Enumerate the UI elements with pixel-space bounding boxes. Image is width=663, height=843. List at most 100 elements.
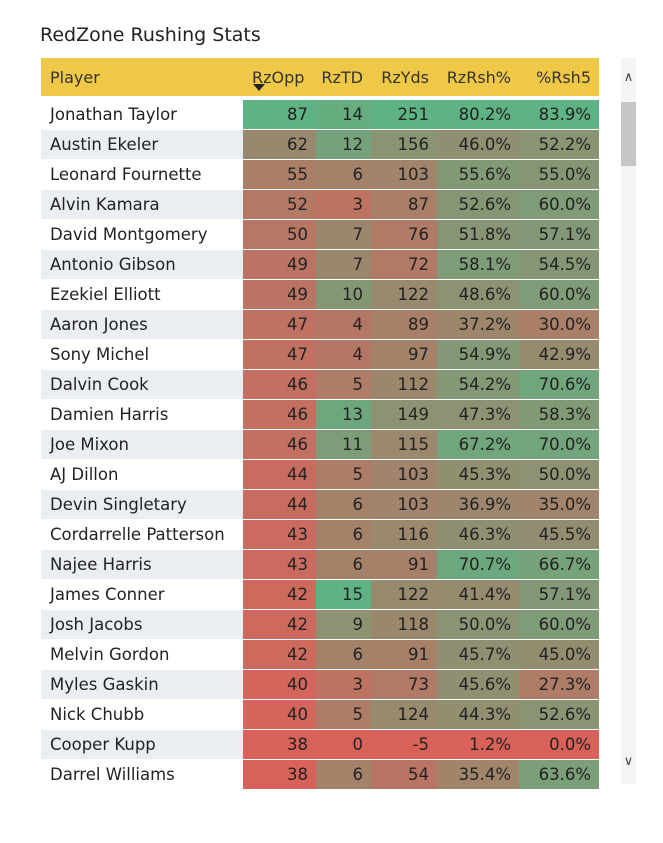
rzrsh-cell: 35.4% <box>437 759 519 790</box>
table-row[interactable]: Nick Chubb 40 5 124 44.3% 52.6% <box>41 699 599 730</box>
rsh5-cell: 42.9% <box>519 339 599 370</box>
table-row[interactable]: Aaron Jones 47 4 89 37.2% 30.0% <box>41 309 599 340</box>
rzyds-cell: 91 <box>371 549 437 580</box>
chevron-up-icon[interactable]: ∧ <box>623 70 634 85</box>
table-row[interactable]: Myles Gaskin 40 3 73 45.6% 27.3% <box>41 669 599 700</box>
rzyds-cell: 103 <box>371 489 437 520</box>
rzyds-cell: -5 <box>371 729 437 760</box>
table-row[interactable]: Leonard Fournette 55 6 103 55.6% 55.0% <box>41 159 599 190</box>
rzyds-cell: 76 <box>371 219 437 250</box>
column-header-rzrsh[interactable]: RzRsh% <box>437 58 519 96</box>
rzopp-cell: 44 <box>243 489 316 520</box>
rzrsh-cell: 58.1% <box>437 249 519 280</box>
rzrsh-cell: 80.2% <box>437 100 519 130</box>
player-cell: Aaron Jones <box>41 309 243 340</box>
player-cell: Najee Harris <box>41 549 243 580</box>
table-row[interactable]: David Montgomery 50 7 76 51.8% 57.1% <box>41 219 599 250</box>
header-row: Player RzOpp RzTD RzYds RzRsh% %Rsh5 <box>41 58 599 96</box>
column-header-player[interactable]: Player <box>41 58 243 96</box>
table-row[interactable]: James Conner 42 15 122 41.4% 57.1% <box>41 579 599 610</box>
rzyds-cell: 124 <box>371 699 437 730</box>
rztd-cell: 7 <box>316 219 371 250</box>
rsh5-cell: 50.0% <box>519 459 599 490</box>
rzopp-cell: 38 <box>243 729 316 760</box>
rsh5-cell: 57.1% <box>519 579 599 610</box>
rztd-cell: 14 <box>316 100 371 130</box>
table-row[interactable]: Cooper Kupp 38 0 -5 1.2% 0.0% <box>41 729 599 760</box>
column-header-rztd[interactable]: RzTD <box>316 58 371 96</box>
rztd-cell: 5 <box>316 369 371 400</box>
rzrsh-cell: 44.3% <box>437 699 519 730</box>
table-row[interactable]: Antonio Gibson 49 7 72 58.1% 54.5% <box>41 249 599 280</box>
table-row[interactable]: Austin Ekeler 62 12 156 46.0% 52.2% <box>41 129 599 160</box>
rzyds-cell: 251 <box>371 100 437 130</box>
rztd-cell: 6 <box>316 549 371 580</box>
rsh5-cell: 55.0% <box>519 159 599 190</box>
rztd-cell: 6 <box>316 489 371 520</box>
table-row[interactable]: Devin Singletary 44 6 103 36.9% 35.0% <box>41 489 599 520</box>
table-row[interactable]: Josh Jacobs 42 9 118 50.0% 60.0% <box>41 609 599 640</box>
rsh5-cell: 60.0% <box>519 189 599 220</box>
rzrsh-cell: 46.0% <box>437 129 519 160</box>
rzopp-cell: 42 <box>243 639 316 670</box>
rzrsh-cell: 46.3% <box>437 519 519 550</box>
rzyds-cell: 116 <box>371 519 437 550</box>
rzrsh-cell: 45.6% <box>437 669 519 700</box>
table-row[interactable]: Damien Harris 46 13 149 47.3% 58.3% <box>41 399 599 430</box>
rztd-cell: 6 <box>316 639 371 670</box>
rzopp-cell: 55 <box>243 159 316 190</box>
rzyds-cell: 54 <box>371 759 437 790</box>
player-cell: Myles Gaskin <box>41 669 243 700</box>
table-row[interactable]: Darrel Williams 38 6 54 35.4% 63.6% <box>41 759 599 790</box>
table-row[interactable]: Cordarrelle Patterson 43 6 116 46.3% 45.5% <box>41 519 599 550</box>
rzyds-cell: 149 <box>371 399 437 430</box>
rzopp-cell: 47 <box>243 339 316 370</box>
column-header-rzopp-label: RzOpp <box>252 67 305 87</box>
rzrsh-cell: 47.3% <box>437 399 519 430</box>
rzyds-cell: 122 <box>371 579 437 610</box>
rsh5-cell: 57.1% <box>519 219 599 250</box>
rsh5-cell: 52.2% <box>519 129 599 160</box>
chevron-down-icon[interactable]: ∨ <box>623 754 634 769</box>
rzyds-cell: 156 <box>371 129 437 160</box>
rzopp-cell: 43 <box>243 549 316 580</box>
rzopp-cell: 49 <box>243 249 316 280</box>
rsh5-cell: 66.7% <box>519 549 599 580</box>
rztd-cell: 6 <box>316 759 371 790</box>
rztd-cell: 6 <box>316 519 371 550</box>
rzyds-cell: 91 <box>371 639 437 670</box>
vertical-scrollbar[interactable]: ∧ ∨ <box>621 58 636 784</box>
table-row[interactable]: Dalvin Cook 46 5 112 54.2% 70.6% <box>41 369 599 400</box>
player-cell: Darrel Williams <box>41 759 243 790</box>
rzyds-cell: 72 <box>371 249 437 280</box>
table-row[interactable]: AJ Dillon 44 5 103 45.3% 50.0% <box>41 459 599 490</box>
rzyds-cell: 89 <box>371 309 437 340</box>
table-row[interactable]: Melvin Gordon 42 6 91 45.7% 45.0% <box>41 639 599 670</box>
rzrsh-cell: 70.7% <box>437 549 519 580</box>
page-title: RedZone Rushing Stats <box>40 24 261 46</box>
table-row[interactable]: Alvin Kamara 52 3 87 52.6% 60.0% <box>41 189 599 220</box>
rztd-cell: 7 <box>316 249 371 280</box>
column-header-rzopp[interactable]: RzOpp <box>243 58 316 96</box>
rsh5-cell: 45.0% <box>519 639 599 670</box>
table-row[interactable]: Najee Harris 43 6 91 70.7% 66.7% <box>41 549 599 580</box>
table-row[interactable]: Sony Michel 47 4 97 54.9% 42.9% <box>41 339 599 370</box>
table-row[interactable]: Joe Mixon 46 11 115 67.2% 70.0% <box>41 429 599 460</box>
rztd-cell: 5 <box>316 459 371 490</box>
player-cell: Nick Chubb <box>41 699 243 730</box>
rztd-cell: 3 <box>316 189 371 220</box>
sort-descending-icon <box>253 84 265 91</box>
rztd-cell: 11 <box>316 429 371 460</box>
rzopp-cell: 47 <box>243 309 316 340</box>
rsh5-cell: 70.0% <box>519 429 599 460</box>
scrollbar-thumb[interactable] <box>621 102 636 166</box>
player-cell: Cooper Kupp <box>41 729 243 760</box>
rzyds-cell: 103 <box>371 459 437 490</box>
table-row[interactable]: Jonathan Taylor 87 14 251 80.2% 83.9% <box>41 100 599 130</box>
rzopp-cell: 46 <box>243 399 316 430</box>
column-header-rzyds[interactable]: RzYds <box>371 58 437 96</box>
table-row[interactable]: Ezekiel Elliott 49 10 122 48.6% 60.0% <box>41 279 599 310</box>
rztd-cell: 13 <box>316 399 371 430</box>
rztd-cell: 12 <box>316 129 371 160</box>
column-header-rsh5[interactable]: %Rsh5 <box>519 58 599 96</box>
